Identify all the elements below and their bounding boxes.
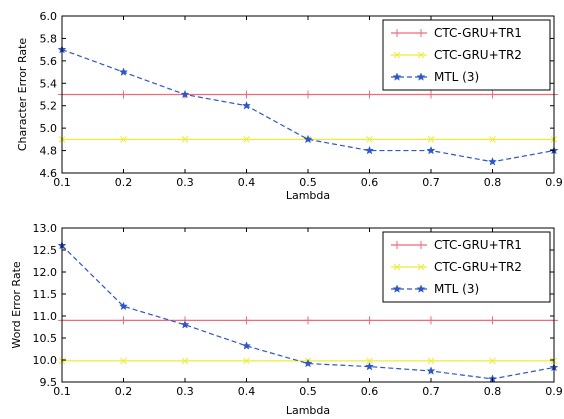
legend-marker bbox=[417, 29, 425, 37]
legend-marker bbox=[392, 284, 402, 293]
legend-marker bbox=[393, 241, 401, 249]
x-tick-label: 0.3 bbox=[176, 385, 194, 398]
data-point bbox=[427, 136, 435, 143]
data-point bbox=[303, 358, 313, 368]
y-tick-label: 5.8 bbox=[40, 32, 58, 45]
legend-label: MTL (3) bbox=[434, 70, 479, 84]
x-axis-label: Lambda bbox=[286, 189, 330, 202]
data-point bbox=[119, 67, 128, 76]
data-point bbox=[304, 316, 312, 325]
y-tick-label: 10.5 bbox=[33, 332, 58, 345]
data-point bbox=[181, 357, 189, 365]
data-point bbox=[365, 361, 374, 371]
legend-marker bbox=[416, 284, 426, 293]
data-point bbox=[242, 101, 251, 110]
data-point bbox=[119, 316, 128, 325]
x-axis-label: Lambda bbox=[286, 404, 330, 417]
y-axis-label: Character Error Rate bbox=[16, 38, 29, 152]
x-tick-label: 0.1 bbox=[53, 385, 71, 398]
x-tick-label: 0.7 bbox=[422, 176, 440, 189]
data-point bbox=[365, 145, 374, 155]
x-tick-label: 0.4 bbox=[238, 385, 256, 398]
data-point bbox=[243, 136, 250, 143]
y-tick-label: 5.0 bbox=[40, 122, 58, 135]
data-point bbox=[427, 90, 435, 99]
y-tick-label: 5.2 bbox=[40, 100, 58, 113]
data-point bbox=[119, 301, 128, 311]
legend-marker bbox=[392, 72, 402, 81]
x-tick-label: 0.4 bbox=[238, 176, 256, 189]
legend-marker bbox=[417, 263, 425, 271]
legend-marker bbox=[416, 72, 426, 81]
x-tick-label: 0.8 bbox=[484, 385, 502, 398]
legend-marker bbox=[417, 241, 425, 249]
x-tick-label: 0.2 bbox=[115, 385, 133, 398]
y-tick-label: 13.0 bbox=[33, 222, 58, 235]
x-tick-label: 0.7 bbox=[422, 385, 440, 398]
data-point bbox=[120, 357, 127, 365]
data-point bbox=[426, 145, 436, 155]
data-point bbox=[427, 357, 435, 365]
legend-label: CTC-GRU+TR1 bbox=[434, 26, 522, 40]
data-point bbox=[181, 136, 189, 143]
legend-marker bbox=[393, 29, 401, 37]
x-tick-label: 0.2 bbox=[115, 176, 133, 189]
y-tick-label: 4.8 bbox=[40, 145, 58, 158]
y-tick-label: 12.5 bbox=[33, 244, 58, 257]
data-point bbox=[427, 316, 435, 325]
series-line-2 bbox=[61, 245, 555, 380]
legend-box bbox=[382, 231, 551, 303]
y-axis-label: Word Error Rate bbox=[10, 261, 23, 349]
y-tick-label: 4.6 bbox=[40, 167, 58, 180]
x-tick-label: 0.3 bbox=[176, 176, 194, 189]
data-point bbox=[488, 90, 497, 99]
data-point bbox=[489, 357, 496, 365]
legend-label: CTC-GRU+TR2 bbox=[434, 260, 522, 274]
legend-label: CTC-GRU+TR2 bbox=[434, 48, 522, 62]
legend-marker bbox=[393, 51, 401, 59]
data-point bbox=[426, 366, 436, 375]
data-point bbox=[303, 134, 313, 144]
legend-label: MTL (3) bbox=[434, 282, 479, 296]
y-tick-label: 11.5 bbox=[33, 288, 58, 301]
x-tick-label: 0.6 bbox=[361, 176, 379, 189]
x-tick-label: 0.6 bbox=[361, 385, 379, 398]
legend-marker bbox=[393, 263, 401, 271]
character-error-rate-chart: 0.1 0.2 0.3 0.4 0.5 0.6 0.7 0.8 0.9 4.6 4.8 5.0 5.2 5… bbox=[16, 10, 563, 202]
legend-label: CTC-GRU+TR1 bbox=[434, 238, 522, 252]
x-tick-label: 0.9 bbox=[545, 176, 563, 189]
data-point bbox=[242, 90, 251, 99]
y-tick-label: 6.0 bbox=[40, 10, 58, 23]
y-tick-label: 11.0 bbox=[33, 310, 58, 323]
x-tick-label: 0.5 bbox=[299, 385, 317, 398]
data-point bbox=[488, 316, 497, 325]
data-point bbox=[180, 89, 190, 99]
x-tick-label: 0.5 bbox=[299, 176, 317, 189]
x-tick-label: 0.9 bbox=[545, 385, 563, 398]
y-tick-label: 9.5 bbox=[40, 376, 58, 389]
data-point bbox=[180, 320, 190, 329]
y-tick-label: 10.0 bbox=[33, 354, 58, 367]
data-point bbox=[488, 157, 497, 166]
data-point bbox=[489, 136, 496, 143]
legend-marker bbox=[417, 51, 425, 59]
data-point bbox=[243, 357, 250, 365]
data-point bbox=[242, 341, 251, 350]
data-point bbox=[119, 90, 128, 99]
y-tick-label: 5.4 bbox=[40, 77, 58, 90]
data-point bbox=[304, 90, 312, 99]
y-tick-label: 12.0 bbox=[33, 266, 58, 279]
x-tick-label: 0.8 bbox=[484, 176, 502, 189]
data-point bbox=[120, 136, 127, 143]
data-point bbox=[242, 316, 251, 325]
data-point bbox=[366, 357, 373, 365]
data-point bbox=[366, 136, 373, 143]
data-point bbox=[365, 316, 374, 325]
word-error-rate-chart: 0.1 0.2 0.3 0.4 0.5 0.6 0.7 0.8 0.9 9.5 10.0 10.5 11… bbox=[10, 222, 563, 417]
data-point bbox=[365, 90, 374, 99]
x-tick-label: 0.1 bbox=[53, 176, 71, 189]
y-tick-label: 5.6 bbox=[40, 55, 58, 68]
